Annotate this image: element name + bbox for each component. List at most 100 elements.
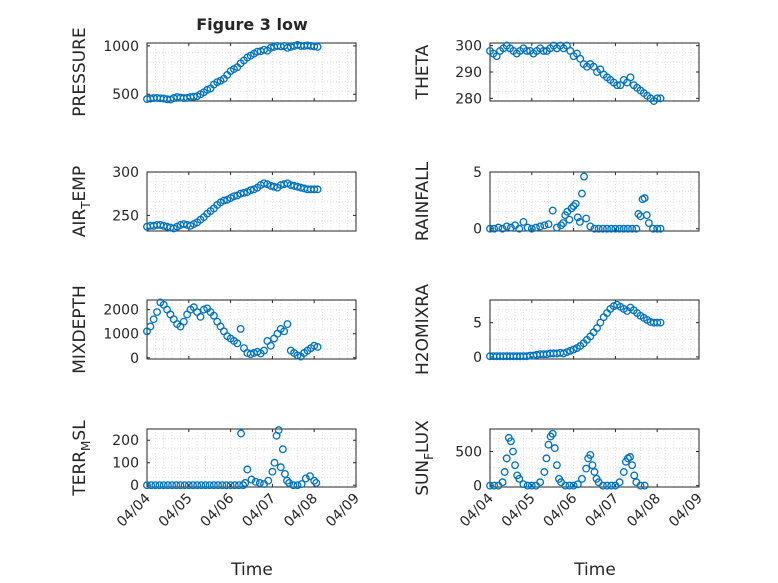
theta-point (522, 46, 531, 55)
theta-point (539, 46, 548, 55)
terr-msl-xtick-label: 04/08 (281, 491, 321, 531)
rainfall-point (611, 224, 620, 233)
sun-flux-point (582, 464, 591, 473)
air-temp-ytick-label: 250 (112, 208, 139, 224)
terr-msl-point (172, 481, 181, 490)
sun-flux-point (626, 453, 634, 461)
terr-msl-point (278, 445, 287, 454)
h2omixra-axes-box (489, 299, 700, 360)
rainfall-point (506, 223, 515, 232)
mixdepth-point (236, 324, 245, 333)
sun-flux-ylabel: SUNFLUX (413, 420, 436, 496)
air-temp-point (310, 185, 319, 194)
subplot-sun-flux: 0 500 04/04 04/05 04/06 04/07 04/08 04/09 SUNFLU… (413, 420, 706, 531)
h2omixra-point (653, 318, 662, 327)
terr-msl-point (197, 481, 206, 490)
h2omixra-point (656, 318, 665, 327)
mixdepth-point (153, 308, 161, 316)
pressure-point (313, 42, 322, 51)
pressure-axes-box (146, 42, 357, 102)
rainfall-point (582, 214, 591, 223)
rainfall-point (557, 221, 566, 230)
terr-msl-series (143, 426, 321, 490)
terr-msl-xtick-label: 04/06 (198, 490, 238, 530)
sun-flux-point (511, 461, 520, 470)
rainfall-point (515, 224, 524, 233)
rainfall-point (590, 224, 599, 233)
terr-msl-point (159, 481, 168, 490)
rainfall-point (615, 224, 624, 233)
terr-msl-point (293, 481, 302, 490)
sun-flux-point (603, 481, 611, 490)
terr-msl-point (222, 481, 231, 490)
pressure-point (310, 42, 319, 51)
sun-flux-point (500, 468, 509, 476)
terr-msl-point (243, 465, 252, 474)
h2omixra-series (486, 300, 665, 361)
air-temp-point (240, 188, 248, 197)
rainfall-point (565, 215, 574, 224)
mixdepth-point (196, 312, 205, 321)
mixdepth-point (280, 327, 289, 336)
terr-msl-xtick-label: 04/07 (239, 491, 279, 531)
rainfall-point (640, 194, 649, 203)
theta-point (613, 81, 622, 90)
terr-msl-point (201, 481, 210, 490)
mixdepth-ytick-label: 1000 (103, 327, 139, 343)
terr-msl-point (237, 429, 245, 438)
mixdepth-axes-box (146, 299, 357, 360)
rainfall-point (653, 224, 662, 233)
sun-flux-point (509, 447, 517, 456)
theta-series (486, 41, 665, 105)
terr-msl-point (241, 479, 250, 487)
air-temp-point (260, 179, 268, 188)
rainfall-ytick-label: 0 (473, 222, 482, 238)
rainfall-axes-box (489, 171, 700, 232)
terr-msl-ytick-label: 0 (130, 478, 139, 494)
rainfall-point (644, 219, 653, 228)
sun-flux-ytick-label: 0 (473, 479, 482, 495)
sun-flux-xtick-label: 04/07 (582, 491, 622, 531)
subplot-terr-msl: 0 100 200 04/04 04/05 04/06 04/07 04/08 04/09 TER… (70, 420, 363, 531)
xlabel-left: Time (230, 560, 273, 580)
air-temp-ytick-label: 300 (112, 165, 139, 181)
terr-msl-xtick-label: 04/04 (114, 490, 154, 530)
rainfall-point (649, 224, 657, 233)
terr-msl-point (264, 476, 273, 485)
h2omixra-ytick-label: 5 (473, 316, 482, 332)
theta-ytick-label: 280 (455, 91, 482, 107)
terr-msl-point (297, 480, 306, 489)
rainfall-point (519, 217, 528, 226)
sun-flux-point (590, 468, 599, 476)
subplot-air-temp: 250 300 AIRTEMP (70, 165, 357, 237)
terr-msl-point (184, 481, 193, 490)
sun-flux-xtick-label: 04/08 (624, 491, 664, 531)
terr-msl-point (147, 481, 156, 490)
rainfall-point (580, 172, 588, 181)
rainfall-point (498, 224, 507, 233)
h2omixra-point (596, 318, 605, 327)
sun-flux-point (542, 454, 551, 463)
sun-flux-point (515, 474, 524, 483)
sun-flux-point (498, 478, 507, 487)
mixdepth-series (143, 298, 322, 361)
air-temp-ylabel: AIRTEMP (70, 166, 93, 237)
terr-msl-point (312, 479, 321, 487)
terr-msl-point (301, 474, 310, 483)
terr-msl-point (168, 481, 177, 490)
terr-msl-point (155, 481, 164, 490)
sun-flux-point (506, 437, 515, 446)
terr-msl-point (230, 481, 239, 490)
air-temp-grid (146, 172, 357, 231)
terr-msl-ytick-label: 100 (112, 456, 139, 472)
sun-flux-point (536, 478, 545, 487)
theta-grid (489, 43, 700, 101)
terr-msl-xtick-label: 04/09 (323, 491, 363, 531)
terr-msl-point (283, 476, 291, 485)
subplot-rainfall: 0 5 RAINFALL (413, 161, 700, 241)
terr-msl-point (251, 477, 260, 486)
sun-flux-xtick-label: 04/05 (499, 491, 539, 531)
rainfall-point (594, 224, 603, 233)
terr-msl-point (143, 481, 151, 490)
